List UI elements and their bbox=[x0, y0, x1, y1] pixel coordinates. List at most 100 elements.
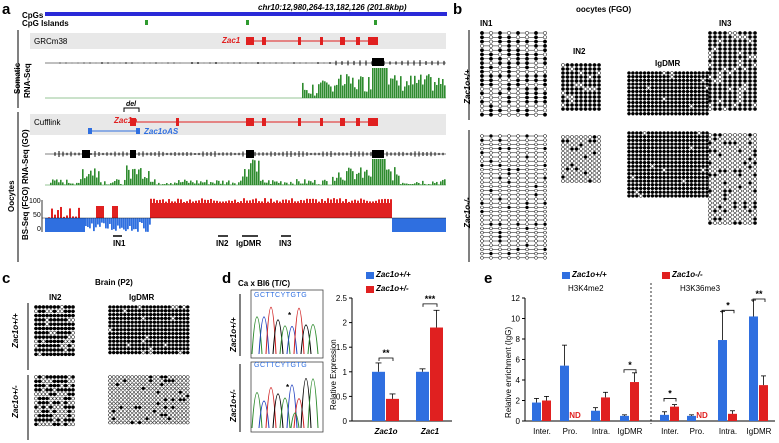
dname-blue-bar bbox=[123, 218, 125, 230]
c-igdmr-wt-cpg bbox=[148, 316, 153, 321]
chrom-het-peak bbox=[307, 378, 319, 429]
c-in2-het-cpg bbox=[67, 422, 72, 427]
b-igdmr-ko-cpg bbox=[666, 183, 670, 187]
c-in2-het-cpg bbox=[48, 379, 53, 384]
somatic-rna-bar bbox=[444, 85, 446, 98]
b-in1-wt-cpg bbox=[534, 74, 538, 78]
oocyte-rna-bar bbox=[412, 183, 414, 185]
b-in1-ko-cpg bbox=[534, 214, 538, 218]
b-in1-ko-cpg bbox=[525, 218, 529, 222]
b-in1-wt-cpg bbox=[543, 82, 547, 87]
somatic-rna-bar bbox=[302, 82, 304, 98]
c-igdmr-wt-cpg bbox=[145, 350, 149, 355]
b-in3-wt-cpg bbox=[723, 63, 727, 67]
panel-e-legend-wt: Zac1o+/+ bbox=[572, 270, 607, 279]
c-igdmr-het-cpg bbox=[160, 390, 164, 394]
c-igdmr-wt-cpg bbox=[108, 331, 112, 336]
b-in2-wt-cpg bbox=[583, 87, 588, 91]
c-in2-wt-cpg bbox=[71, 348, 75, 352]
b-igdmr-wt-cpg bbox=[685, 97, 690, 101]
b-igdmr-wt-cpg bbox=[685, 71, 690, 75]
c-igdmr-het-cpg bbox=[174, 390, 179, 394]
b-igdmr-ko-cpg bbox=[646, 138, 651, 143]
b-igdmr-wt-cpg bbox=[627, 86, 631, 90]
b-in3-wt-cpg bbox=[753, 87, 757, 91]
b-in3-wt-cpg bbox=[738, 95, 742, 99]
track-rnaseq-label: RNA-Seq bbox=[23, 63, 32, 98]
b-in3-ko-cpg bbox=[718, 205, 722, 209]
c-igdmr-het-cpg bbox=[160, 413, 164, 417]
c-igdmr-wt-cpg bbox=[119, 339, 123, 343]
somatic-rna-bar bbox=[400, 76, 402, 98]
c-in2-het-cpg bbox=[52, 392, 57, 397]
b-igdmr-ko-cpg bbox=[674, 149, 678, 154]
c-in2-het-cpg bbox=[52, 409, 57, 414]
b-in2-wt-cpg bbox=[583, 95, 588, 99]
b-igdmr-ko-cpg bbox=[705, 179, 709, 183]
region-in2-label: IN2 bbox=[216, 239, 229, 248]
b-in3-ko-cpg bbox=[718, 177, 722, 181]
oocyte-rna-bar bbox=[80, 179, 82, 185]
b-in2-wt-cpg bbox=[588, 71, 592, 75]
c-igdmr-wt-cpg bbox=[167, 305, 171, 309]
e-legend-swatch-ko bbox=[662, 272, 670, 279]
oocyte-rna-bar bbox=[168, 184, 170, 185]
b-in1-ko-cpg bbox=[525, 197, 529, 201]
d-ytick-label: 0 bbox=[343, 417, 348, 426]
b-in2-ko-cpg bbox=[588, 159, 592, 163]
c-igdmr-wt-cpg bbox=[126, 331, 131, 336]
c-igdmr-wt-cpg bbox=[182, 312, 186, 317]
c-igdmr-wt-cpg bbox=[163, 335, 168, 340]
b-in2-ko-cpg bbox=[565, 179, 570, 183]
c-igdmr-wt-cpg bbox=[163, 320, 168, 324]
b-igdmr-ko-cpg bbox=[638, 157, 643, 161]
b-in2-wt-cpg bbox=[574, 95, 579, 99]
b-igdmr-ko-cpg bbox=[701, 175, 705, 180]
b-in3-ko-cpg bbox=[738, 145, 742, 149]
c-in2-het-cpg bbox=[67, 413, 72, 418]
oocyte-rna-bar bbox=[382, 159, 384, 185]
c-in2-wt-cpg bbox=[34, 326, 38, 331]
b-in3-ko-cpg bbox=[713, 165, 717, 169]
b-in3-wt-cpg bbox=[723, 59, 727, 63]
b-in1-wt-cpg bbox=[543, 74, 547, 78]
c-igdmr-wt-cpg bbox=[111, 305, 116, 309]
c-igdmr-het-cpg bbox=[123, 379, 127, 383]
b-igdmr-wt-cpg bbox=[662, 74, 666, 79]
b-igdmr-wt-cpg bbox=[658, 104, 662, 109]
c-in2-wt-cpg bbox=[67, 305, 72, 309]
b-in1-ko-cpg bbox=[480, 138, 484, 142]
b-in2-ko-cpg bbox=[574, 179, 579, 183]
c-igdmr-het-cpg bbox=[185, 401, 190, 406]
c-in2-wt-cpg bbox=[71, 339, 75, 344]
c-in2-het-cpg bbox=[37, 375, 42, 379]
b-in1-ko-cpg bbox=[507, 188, 511, 193]
b-in3-wt-cpg bbox=[753, 35, 757, 39]
d-ytick-label: 1.5 bbox=[336, 343, 348, 352]
b-in3-ko-cpg bbox=[723, 133, 727, 137]
b-igdmr-wt-cpg bbox=[631, 104, 635, 109]
c-igdmr-het-cpg bbox=[182, 417, 186, 421]
b-in1-ko-cpg bbox=[543, 180, 547, 184]
c-igdmr-wt-cpg bbox=[134, 312, 138, 317]
b-in1-wt-cpg bbox=[480, 39, 484, 44]
b-igdmr-ko-cpg bbox=[627, 138, 631, 143]
c-igdmr-wt-cpg bbox=[163, 312, 168, 317]
oocyte-rna-bar bbox=[84, 178, 86, 185]
oocyte-rna-bar bbox=[326, 181, 328, 185]
b-in3-ko-cpg bbox=[713, 161, 717, 165]
b-in3-ko-cpg bbox=[748, 213, 752, 217]
c-igdmr-wt-cpg bbox=[115, 347, 120, 351]
b-in2-wt-cpg bbox=[597, 95, 601, 99]
b-igdmr-ko-cpg bbox=[631, 186, 635, 191]
c-in2-het-cpg bbox=[63, 409, 68, 414]
b-igdmr-ko-cpg bbox=[658, 131, 662, 135]
b-in1-wt-cpg bbox=[534, 39, 538, 44]
b-in1-ko-cpg bbox=[498, 209, 502, 214]
b-in1-ko-cpg bbox=[525, 172, 529, 176]
chromatogram-star-top: * bbox=[288, 311, 292, 320]
c-in2-het-cpg bbox=[41, 375, 46, 379]
c-in2-wt-cpg bbox=[60, 318, 64, 322]
dname-red-bar bbox=[273, 201, 275, 203]
panel-e-letter: e bbox=[484, 270, 493, 287]
